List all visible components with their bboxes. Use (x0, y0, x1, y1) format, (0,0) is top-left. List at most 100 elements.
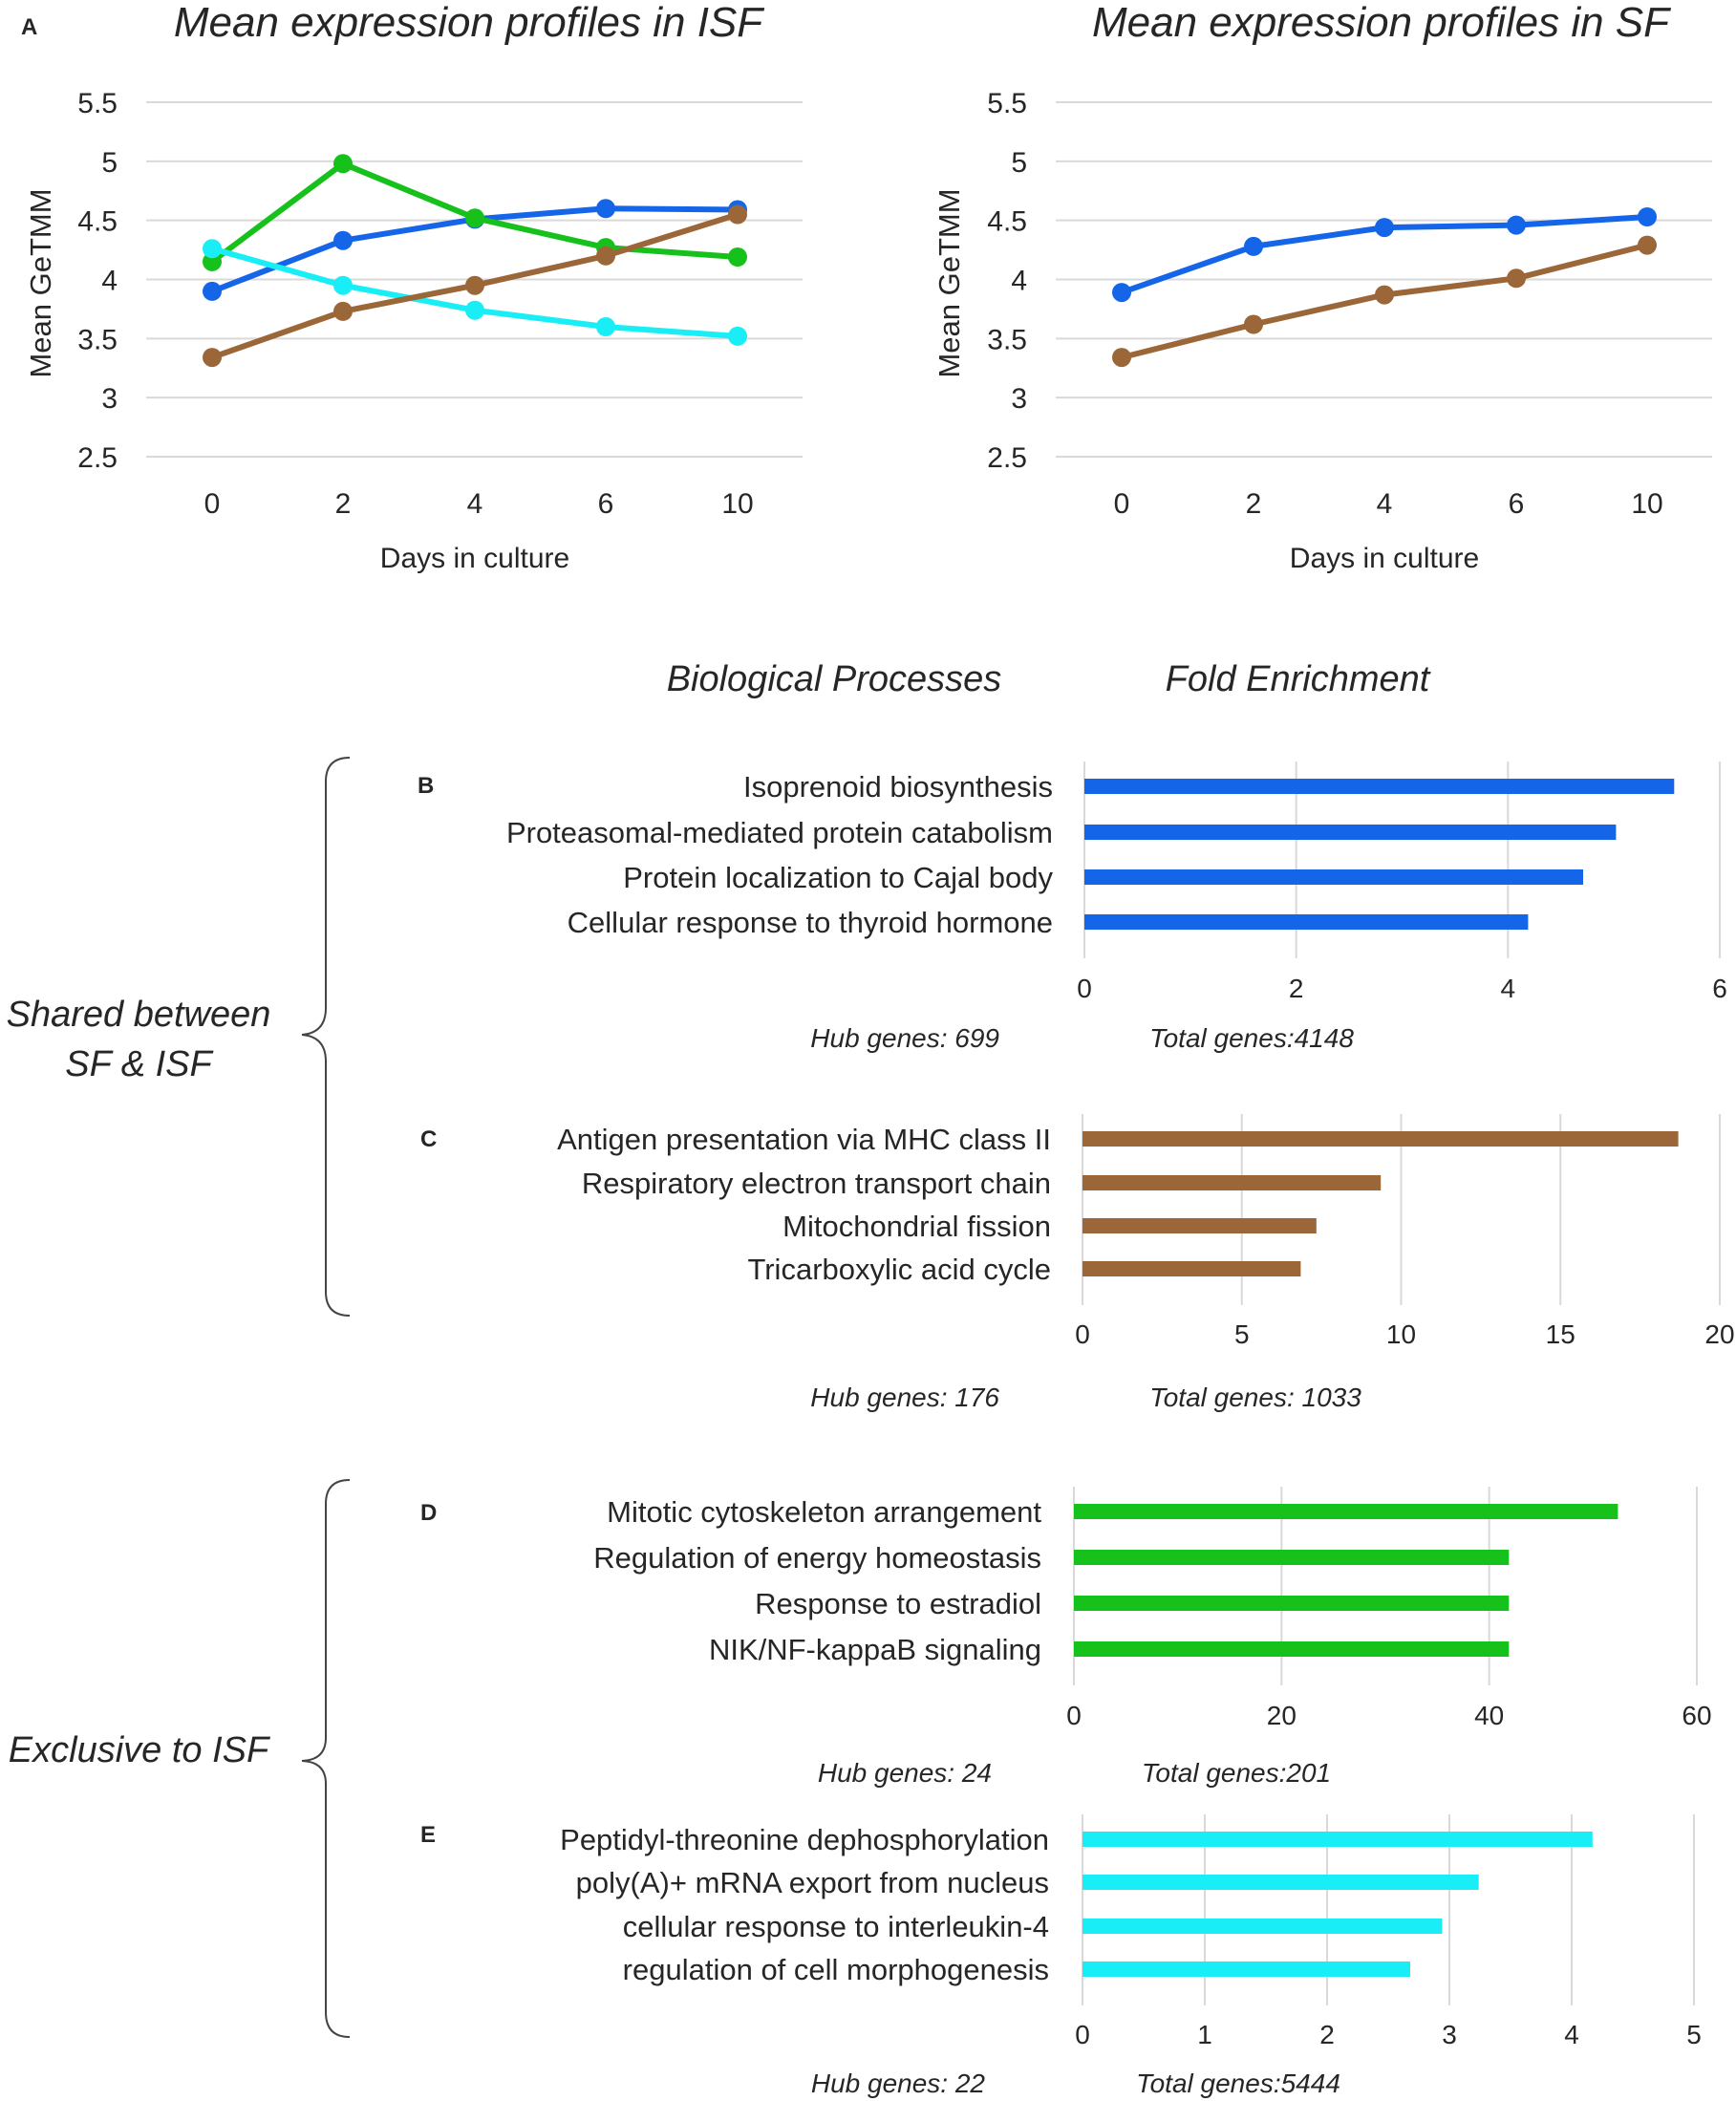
bar-d (1074, 1596, 1510, 1611)
group-label-shared-line1: Shared between (7, 995, 271, 1035)
category-label-d: Response to estradiol (755, 1587, 1041, 1620)
x-tick-label-e: 2 (1319, 2020, 1335, 2049)
bar-d (1074, 1641, 1510, 1657)
bar-chart-c: C 0 5 10 15 20 Antigen presentation via MHC cl… (420, 1114, 1735, 1412)
x-tick-label-d: 20 (1267, 1701, 1297, 1730)
brace-exclusive (301, 1479, 351, 2038)
x-axis-label-sf: Days in culture (1290, 543, 1479, 574)
data-point-green-isf (728, 247, 747, 267)
bar-c (1082, 1261, 1301, 1276)
y-tick-label-sf: 4.5 (987, 206, 1027, 238)
data-point-blue-sf (1507, 215, 1526, 235)
data-point-cyan-isf (465, 300, 484, 320)
category-label-b: Cellular response to thyroid hormone (568, 906, 1053, 939)
bar-e (1082, 1832, 1593, 1847)
data-point-brown-sf (1638, 235, 1657, 255)
category-label-c: Respiratory electron transport chain (582, 1167, 1051, 1200)
bar-d (1074, 1550, 1510, 1565)
bar-b (1084, 779, 1675, 794)
x-tick-label-isf: 4 (467, 488, 483, 520)
category-label-b: Isoprenoid biosynthesis (743, 770, 1053, 804)
data-point-blue-isf (203, 281, 222, 301)
data-point-brown-isf (465, 275, 484, 295)
x-tick-label-e: 5 (1686, 2020, 1702, 2049)
category-label-c: Antigen presentation via MHC class II (557, 1123, 1051, 1156)
bar-c (1082, 1175, 1382, 1190)
x-tick-label-c: 15 (1546, 1319, 1575, 1349)
category-label-c: Tricarboxylic acid cycle (747, 1253, 1051, 1286)
brace-shared (301, 757, 351, 1317)
data-point-brown-sf (1507, 268, 1526, 289)
total-genes-e: Total genes:5444 (1136, 2069, 1340, 2098)
bar-b (1084, 869, 1583, 885)
panel-label-d: D (420, 1500, 437, 1526)
x-tick-label-e: 1 (1197, 2020, 1212, 2049)
bar-b (1084, 914, 1529, 930)
x-tick-label-isf: 0 (204, 488, 221, 520)
x-tick-label-b: 4 (1501, 974, 1516, 1003)
y-tick-label-sf: 5 (1011, 147, 1027, 179)
x-tick-label-isf: 10 (721, 488, 753, 520)
category-label-d: NIK/NF-kappaB signaling (709, 1633, 1041, 1666)
bar-e (1082, 1962, 1410, 1977)
total-genes-d: Total genes:201 (1142, 1758, 1331, 1788)
x-tick-label-sf: 0 (1114, 488, 1130, 520)
x-tick-label-c: 0 (1075, 1319, 1090, 1349)
category-label-e: Peptidyl-threonine dephosphorylation (560, 1823, 1049, 1856)
line-chart-sf: Mean expression profiles in SF 2.5 3 3.5 4 4.… (932, 0, 1712, 574)
data-point-blue-sf (1375, 218, 1394, 238)
bar-chart-b: B 0 2 4 6 Isoprenoid biosynthesis Proteasomal-… (418, 761, 1727, 1053)
bar-c (1082, 1131, 1679, 1147)
y-tick-label-sf: 4 (1011, 266, 1027, 297)
hub-genes-d: Hub genes: 24 (818, 1758, 992, 1788)
hub-genes-e: Hub genes: 22 (811, 2069, 986, 2098)
x-tick-label-d: 0 (1066, 1701, 1082, 1730)
data-point-brown-isf (203, 348, 222, 368)
y-tick-label-isf: 2.5 (77, 442, 118, 474)
x-axis-label-isf: Days in culture (380, 543, 569, 574)
group-label-shared-line2: SF & ISF (65, 1044, 213, 1084)
total-genes-b: Total genes:4148 (1149, 1023, 1354, 1053)
data-point-green-isf (333, 154, 353, 174)
y-axis-label-sf: Mean GeTMM (932, 188, 966, 377)
x-tick-label-sf: 6 (1509, 488, 1525, 520)
y-tick-label-sf: 5.5 (987, 88, 1027, 119)
data-point-blue-sf (1638, 207, 1657, 226)
x-tick-label-e: 3 (1442, 2020, 1457, 2049)
y-tick-label-isf: 4.5 (77, 206, 118, 238)
data-point-brown-sf (1112, 348, 1131, 368)
data-point-blue-isf (596, 199, 615, 219)
x-tick-label-c: 10 (1386, 1319, 1416, 1349)
data-point-green-isf (465, 208, 484, 228)
y-tick-label-sf: 2.5 (987, 442, 1027, 474)
bar-b (1084, 825, 1617, 840)
category-label-e: regulation of cell morphogenesis (623, 1953, 1049, 1986)
data-point-cyan-isf (596, 317, 615, 336)
data-point-brown-sf (1375, 285, 1394, 305)
y-tick-label-isf: 5 (101, 147, 118, 179)
x-tick-label-c: 5 (1234, 1319, 1250, 1349)
category-label-b: Proteasomal-mediated protein catabolism (506, 816, 1053, 849)
y-tick-label-isf: 3.5 (77, 324, 118, 355)
category-label-d: Mitotic cytoskeleton arrangement (607, 1495, 1041, 1529)
x-tick-label-b: 0 (1077, 974, 1092, 1003)
line-chart-isf: Mean expression profiles in ISF 2.5 3 3.5 4 4… (24, 0, 803, 574)
panel-a-label: A (21, 14, 37, 40)
bar-e (1082, 1875, 1479, 1890)
bar-chart-d: D 0 20 40 60 Mitotic cytoskeleton arrangement… (420, 1487, 1712, 1788)
group-label-exclusive: Exclusive to ISF (9, 1730, 270, 1770)
data-point-cyan-isf (728, 326, 747, 346)
bar-c (1082, 1218, 1317, 1233)
data-point-blue-isf (333, 230, 353, 250)
panel-label-c: C (420, 1126, 437, 1152)
data-point-brown-sf (1244, 314, 1263, 334)
panel-label-e: E (420, 1822, 436, 1848)
x-tick-label-d: 40 (1474, 1701, 1504, 1730)
y-tick-label-sf: 3.5 (987, 324, 1027, 355)
x-tick-label-c: 20 (1704, 1319, 1734, 1349)
x-tick-label-sf: 10 (1631, 488, 1662, 520)
category-label-d: Regulation of energy homeostasis (593, 1541, 1041, 1575)
header-biological-processes: Biological Processes (667, 659, 1002, 699)
x-tick-label-e: 4 (1564, 2020, 1579, 2049)
